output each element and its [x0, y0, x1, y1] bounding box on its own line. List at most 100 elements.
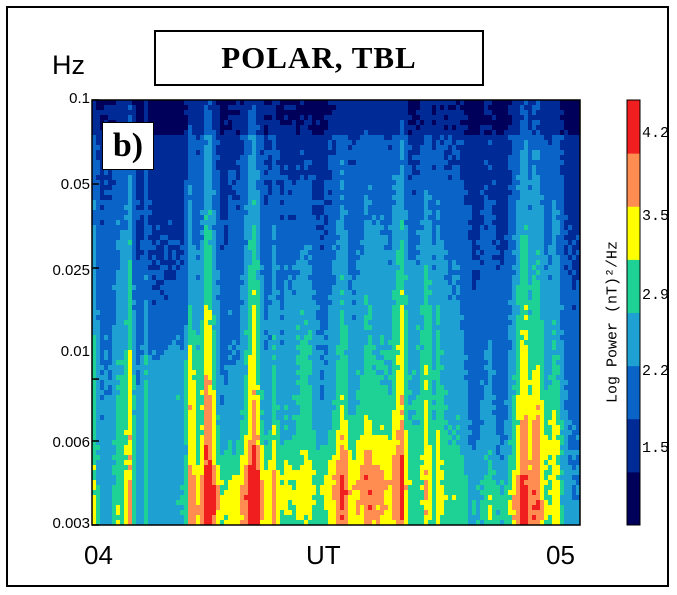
spectrogram-cell [428, 145, 433, 151]
spectrogram-cell [168, 125, 173, 131]
spectrogram-cell [252, 200, 257, 206]
spectrogram-cell [460, 205, 465, 211]
spectrogram-cell [376, 295, 381, 301]
spectrogram-cell [564, 115, 569, 121]
spectrogram-cell [220, 130, 225, 136]
spectrogram-cell [220, 250, 225, 256]
spectrogram-cell [320, 140, 325, 146]
spectrogram-cell [244, 145, 249, 151]
spectrogram-cell [292, 300, 297, 306]
spectrogram-cell [164, 155, 169, 161]
spectrogram-cell [372, 285, 377, 291]
spectrogram-cell [152, 185, 157, 191]
spectrogram-cell [444, 215, 449, 221]
spectrogram-cell [164, 240, 169, 246]
spectrogram-cell [144, 200, 149, 206]
spectrogram-cell [360, 225, 365, 231]
spectrogram-cell [464, 160, 469, 166]
spectrogram-cell [332, 215, 337, 221]
spectrogram-cell [312, 130, 317, 136]
spectrogram-cell [124, 180, 129, 186]
spectrogram-cell [132, 280, 137, 286]
spectrogram-cell [460, 110, 465, 116]
spectrogram-cell [296, 175, 301, 181]
spectrogram-cell [260, 140, 265, 146]
spectrogram-cell [304, 185, 309, 191]
spectrogram-cell [468, 180, 473, 186]
spectrogram-cell [416, 210, 421, 216]
spectrogram-cell [100, 295, 105, 301]
spectrogram-cell [272, 180, 277, 186]
spectrogram-cell [220, 270, 225, 276]
spectrogram-cell [504, 295, 509, 301]
spectrogram-cell [160, 135, 165, 141]
spectrogram-cell [512, 100, 517, 106]
spectrogram-cell [544, 115, 549, 121]
spectrogram-cell [188, 250, 193, 256]
spectrogram-cell [556, 185, 561, 191]
spectrogram-cell [572, 155, 577, 161]
spectrogram-cell [316, 105, 321, 111]
spectrogram-cell [476, 120, 481, 126]
spectrogram-cell [424, 265, 429, 271]
spectrogram-cell [388, 175, 393, 181]
spectrogram-cell [160, 165, 165, 171]
spectrogram-cell [352, 105, 357, 111]
spectrogram-cell [416, 115, 421, 121]
spectrogram-cell [192, 240, 197, 246]
spectrogram-cell [252, 280, 257, 286]
spectrogram-cell [568, 240, 573, 246]
spectrogram-cell [276, 145, 281, 151]
spectrogram-cell [528, 275, 533, 281]
spectrogram-cell [504, 100, 509, 106]
spectrogram-cell [420, 130, 425, 136]
spectrogram-cell [284, 220, 289, 226]
spectrogram-cell [108, 275, 113, 281]
spectrogram-cell [164, 280, 169, 286]
spectrogram-cell [544, 245, 549, 251]
spectrogram-cell [432, 230, 437, 236]
spectrogram-cell [320, 280, 325, 286]
spectrogram-cell [420, 110, 425, 116]
spectrogram-cell [384, 275, 389, 281]
spectrogram-cell [272, 125, 277, 131]
spectrogram-cell [336, 285, 341, 291]
spectrogram-cell [288, 175, 293, 181]
spectrogram-cell [520, 295, 525, 301]
spectrogram-cell [236, 265, 241, 271]
spectrogram-cell [284, 175, 289, 181]
spectrogram-cell [244, 290, 249, 296]
spectrogram-cell [276, 240, 281, 246]
spectrogram-cell [96, 295, 101, 301]
spectrogram-cell [520, 300, 525, 306]
spectrogram-cell [500, 105, 505, 111]
spectrogram-cell [276, 130, 281, 136]
spectrogram-cell [176, 140, 181, 146]
spectrogram-cell [380, 280, 385, 286]
spectrogram-cell [368, 150, 373, 156]
spectrogram-cell [324, 175, 329, 181]
spectrogram-cell [428, 125, 433, 131]
spectrogram-cell [448, 265, 453, 271]
spectrogram-cell [128, 250, 133, 256]
spectrogram-cell [448, 220, 453, 226]
spectrogram-cell [416, 100, 421, 106]
spectrogram-cell [356, 160, 361, 166]
spectrogram-cell [448, 290, 453, 296]
spectrogram-cell [100, 225, 105, 231]
spectrogram-cell [120, 215, 125, 221]
spectrogram-cell [352, 230, 357, 236]
spectrogram-cell [456, 155, 461, 161]
spectrogram-cell [488, 130, 493, 136]
spectrogram-cell [172, 185, 177, 191]
spectrogram-cell [220, 170, 225, 176]
spectrogram-cell [524, 165, 529, 171]
spectrogram-cell [120, 300, 125, 306]
spectrogram-cell [168, 110, 173, 116]
spectrogram-cell [568, 140, 573, 146]
spectrogram-cell [108, 115, 113, 121]
spectrogram-cell [380, 115, 385, 121]
spectrogram-cell [104, 245, 109, 251]
spectrogram-cell [112, 250, 117, 256]
spectrogram-cell [132, 200, 137, 206]
